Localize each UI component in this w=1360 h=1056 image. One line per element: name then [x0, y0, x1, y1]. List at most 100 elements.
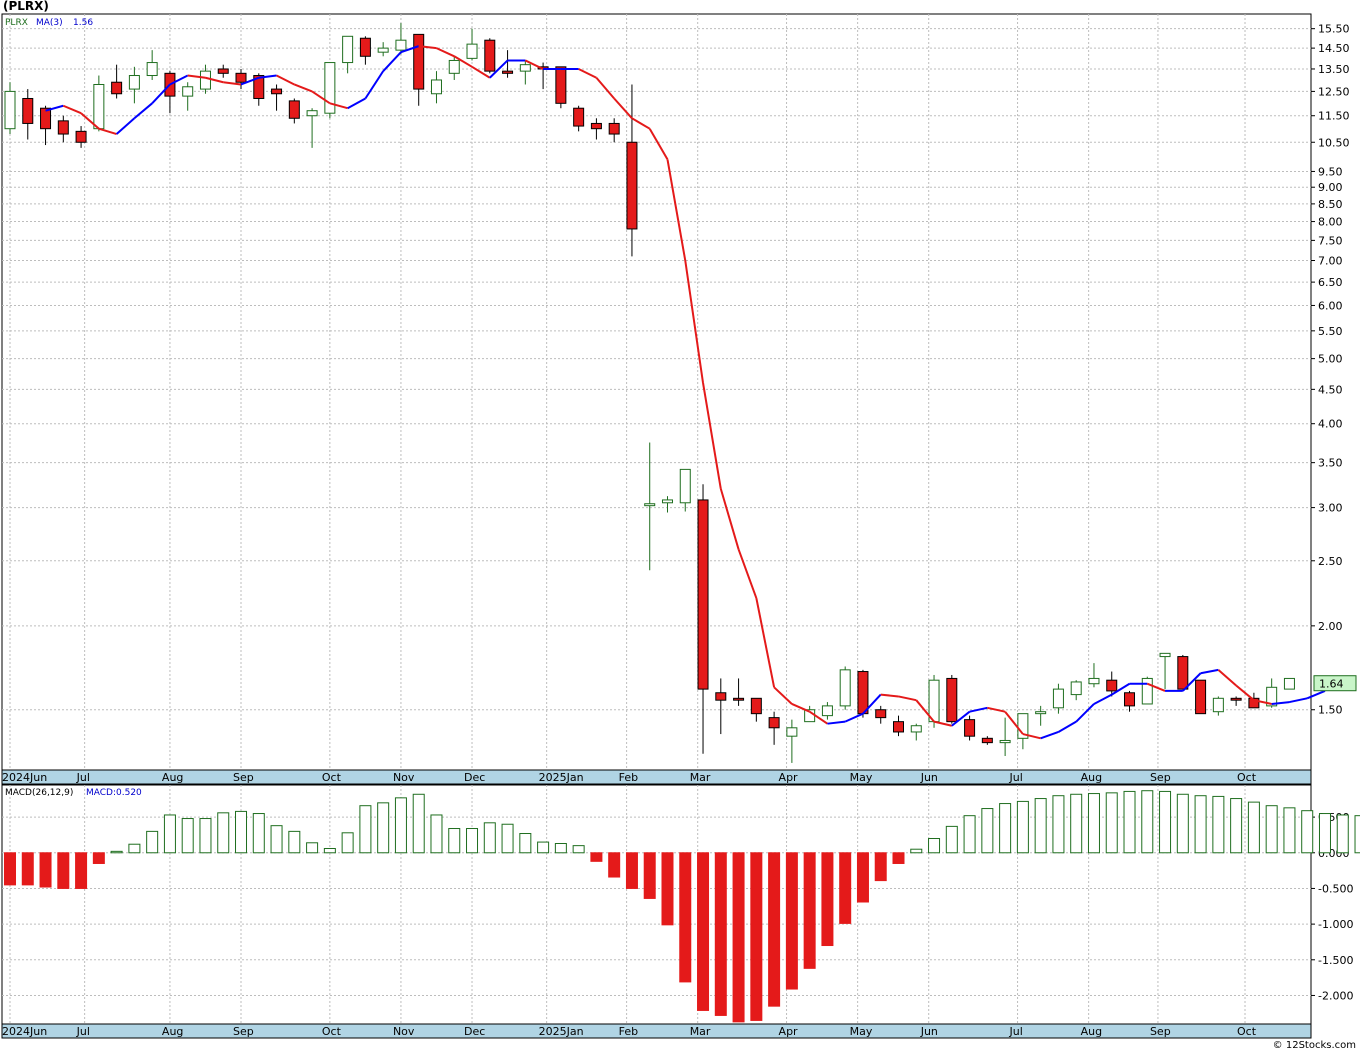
x-tick-label-macd: Aug	[1081, 1025, 1102, 1038]
macd-bar	[288, 830, 301, 854]
credit-text: © 12Stocks.com	[1272, 1040, 1356, 1051]
candle-body	[502, 70, 514, 74]
macd-bar	[21, 852, 34, 886]
ma3-segment	[1271, 701, 1290, 705]
ma3-segment	[400, 45, 420, 54]
ma3-segment	[1200, 668, 1219, 675]
ma3-segment	[98, 127, 117, 135]
ma3-segment	[1306, 689, 1326, 700]
macd-bar	[803, 852, 816, 969]
price-y-tick-label: 10.50	[1318, 136, 1350, 149]
macd-bar	[466, 828, 479, 854]
macd-bar	[1052, 795, 1065, 854]
price-y-tick-label: 8.50	[1318, 198, 1343, 211]
ma3-segment	[62, 104, 82, 115]
macd-y-tick-label: -1.000	[1318, 918, 1353, 931]
price-y-tick-label: 12.50	[1318, 85, 1350, 98]
x-tick-label-macd: Feb	[619, 1025, 638, 1038]
macd-bar	[217, 812, 230, 854]
ma3-segment	[1217, 669, 1237, 687]
candle-body	[1141, 677, 1153, 705]
legend-symbol: PLRX	[5, 18, 28, 28]
price-y-tick-label: 9.50	[1318, 165, 1343, 178]
chart-title: (PLRX)	[3, 0, 49, 13]
x-axis-band-price	[1, 769, 1312, 785]
macd-bar	[4, 852, 16, 886]
macd-bar	[448, 828, 461, 854]
ma3-segment	[453, 55, 473, 68]
macd-bar	[608, 852, 621, 878]
macd-bar	[732, 852, 745, 1023]
candle-body	[946, 677, 958, 723]
macd-bar	[821, 852, 834, 947]
ma3-segment	[613, 97, 633, 119]
ma3-segment	[1004, 711, 1024, 735]
macd-bar	[1230, 798, 1243, 854]
macd-bar	[1247, 801, 1260, 854]
ma3-segment	[364, 70, 385, 100]
macd-bar	[1212, 795, 1225, 854]
macd-bar	[270, 825, 283, 854]
ma3-segment	[436, 47, 455, 58]
macd-bar	[199, 818, 212, 854]
macd-bar	[928, 838, 941, 854]
macd-y-tick-label: -0.500	[1318, 882, 1353, 895]
candle-body	[733, 697, 745, 701]
price-y-tick-label: 4.00	[1318, 418, 1343, 431]
candle-body	[910, 725, 922, 733]
macd-bar	[1034, 798, 1047, 854]
ma3-segment	[827, 720, 846, 725]
macd-bar	[1336, 814, 1349, 854]
ma3-segment	[1146, 682, 1166, 692]
candle-body	[324, 62, 336, 114]
x-tick-label-macd: Oct	[322, 1025, 342, 1038]
x-tick-label-macd: Aug	[162, 1025, 183, 1038]
price-panel-frame	[1, 13, 1312, 771]
ma3-segment	[115, 117, 136, 135]
candle-body	[359, 37, 371, 57]
ma3-segment	[524, 59, 544, 70]
macd-bar	[252, 813, 265, 854]
ma3-segment	[631, 117, 651, 130]
x-tick-label-macd: Sep	[1150, 1025, 1171, 1038]
price-y-tick-label: 7.00	[1318, 255, 1343, 268]
ma3-segment	[80, 112, 100, 130]
macd-bar	[572, 845, 585, 854]
macd-bar	[910, 848, 923, 854]
x-tick-label-price: Jul	[76, 771, 90, 784]
ma3-segment	[969, 706, 988, 713]
ma3-segment	[1289, 697, 1308, 704]
candle-body	[768, 717, 780, 729]
candle-body	[4, 90, 16, 130]
candle-body	[1195, 679, 1207, 715]
ma3-segment	[489, 59, 509, 79]
ma3-segment	[1235, 684, 1255, 701]
candle-body	[555, 66, 567, 104]
price-y-tick-label: 7.50	[1318, 234, 1343, 247]
candle-body	[1212, 697, 1224, 713]
candle-body	[1248, 697, 1260, 709]
macd-y-tick-label: -1.500	[1318, 954, 1353, 967]
macd-bar	[697, 852, 710, 1011]
candle-body	[75, 130, 87, 143]
x-tick-label-price: Dec	[464, 771, 485, 784]
macd-bar	[235, 810, 248, 854]
ma3-segment	[737, 548, 758, 599]
macd-bar	[679, 852, 692, 983]
candle-body	[1266, 686, 1278, 707]
price-y-tick-label: 2.00	[1318, 620, 1343, 633]
ma3-segment	[1093, 693, 1113, 705]
macd-bar	[945, 825, 958, 854]
candle-body	[128, 75, 140, 90]
candle-body	[253, 75, 265, 99]
x-tick-label-price: Jul	[1009, 771, 1023, 784]
ma3-segment	[471, 65, 491, 79]
ma3-segment	[987, 706, 1006, 713]
macd-bar	[483, 822, 496, 854]
candle-body	[22, 97, 34, 124]
macd-bar	[963, 815, 976, 854]
ma3-segment	[347, 97, 366, 110]
macd-bar	[163, 814, 176, 854]
candle-body	[57, 120, 69, 135]
price-y-tick-label: 8.00	[1318, 216, 1343, 229]
